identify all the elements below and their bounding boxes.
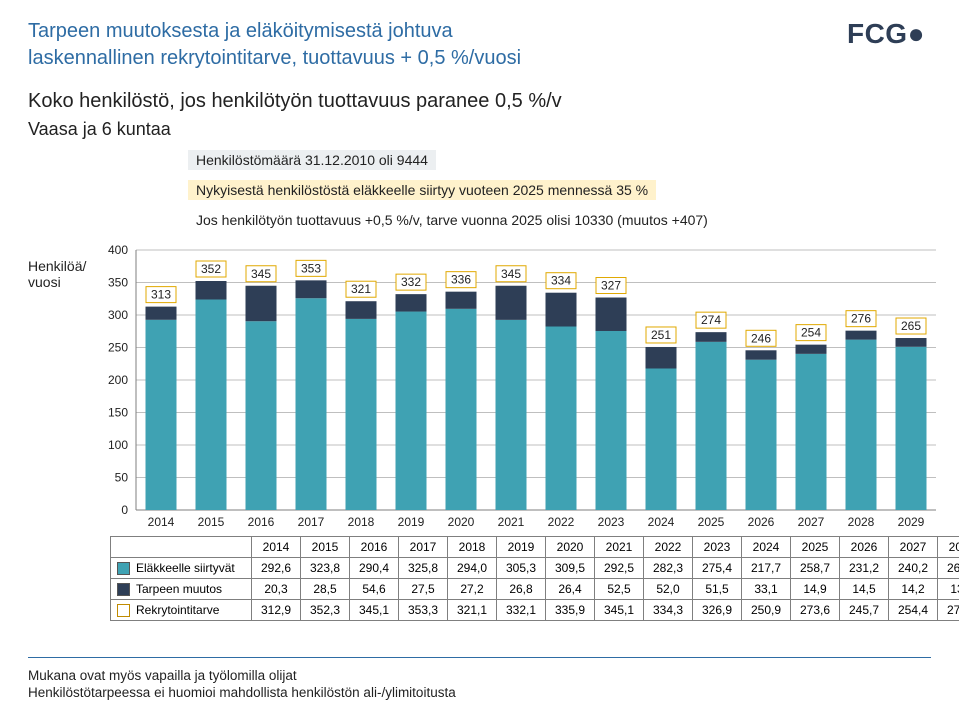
svg-text:2029: 2029 bbox=[898, 515, 925, 529]
svg-text:2028: 2028 bbox=[848, 515, 875, 529]
svg-text:2015: 2015 bbox=[198, 515, 225, 529]
svg-text:251: 251 bbox=[651, 328, 671, 342]
brand-logo: FCG● bbox=[847, 18, 931, 50]
divider bbox=[28, 657, 931, 658]
svg-text:2014: 2014 bbox=[148, 515, 175, 529]
chart-subtitle: Koko henkilöstö, jos henkilötyön tuottav… bbox=[28, 90, 931, 113]
footer-note-1: Mukana ovat myös vapailla ja työlomilla … bbox=[28, 668, 931, 683]
svg-text:300: 300 bbox=[108, 308, 128, 322]
svg-text:276: 276 bbox=[851, 312, 871, 326]
svg-text:265: 265 bbox=[901, 319, 921, 333]
svg-text:254: 254 bbox=[801, 326, 821, 340]
svg-text:321: 321 bbox=[351, 282, 371, 296]
svg-text:2019: 2019 bbox=[398, 515, 425, 529]
svg-text:2025: 2025 bbox=[698, 515, 725, 529]
svg-text:100: 100 bbox=[108, 438, 128, 452]
page-title-line1: Tarpeen muutoksesta ja eläköitymisestä j… bbox=[28, 18, 521, 45]
svg-text:2027: 2027 bbox=[798, 515, 825, 529]
svg-text:50: 50 bbox=[115, 471, 129, 485]
svg-text:332: 332 bbox=[401, 275, 421, 289]
svg-text:345: 345 bbox=[501, 267, 521, 281]
svg-text:2016: 2016 bbox=[248, 515, 275, 529]
svg-text:352: 352 bbox=[201, 262, 221, 276]
svg-text:2022: 2022 bbox=[548, 515, 575, 529]
svg-text:2020: 2020 bbox=[448, 515, 475, 529]
svg-text:350: 350 bbox=[108, 276, 128, 290]
svg-text:0: 0 bbox=[122, 503, 129, 517]
svg-text:2023: 2023 bbox=[598, 515, 625, 529]
svg-text:334: 334 bbox=[551, 274, 571, 288]
note-headcount: Henkilöstömäärä 31.12.2010 oli 9444 bbox=[188, 150, 436, 170]
svg-text:345: 345 bbox=[251, 267, 271, 281]
svg-text:250: 250 bbox=[108, 341, 128, 355]
note-productivity: Jos henkilötyön tuottavuus +0,5 %/v, tar… bbox=[188, 210, 716, 230]
svg-text:2024: 2024 bbox=[648, 515, 675, 529]
chart-subsubtitle: Vaasa ja 6 kuntaa bbox=[28, 119, 931, 140]
bar-chart: 0 50 100 150 200 250 300 350 400 313 2014 352 2015 34… bbox=[86, 240, 946, 536]
svg-text:400: 400 bbox=[108, 243, 128, 257]
svg-text:246: 246 bbox=[751, 331, 771, 345]
y-axis-label: Henkilöä/vuosi bbox=[28, 240, 86, 536]
data-table: 2014201520162017201820192020202120222023… bbox=[110, 536, 959, 621]
svg-text:313: 313 bbox=[151, 288, 171, 302]
svg-text:2021: 2021 bbox=[498, 515, 525, 529]
svg-text:2026: 2026 bbox=[748, 515, 775, 529]
svg-text:327: 327 bbox=[601, 279, 621, 293]
svg-text:2018: 2018 bbox=[348, 515, 375, 529]
svg-text:336: 336 bbox=[451, 273, 471, 287]
svg-text:353: 353 bbox=[301, 261, 321, 275]
page-title-line2: laskennallinen rekrytointitarve, tuottav… bbox=[28, 45, 521, 72]
note-retirement: Nykyisestä henkilöstöstä eläkkeelle siir… bbox=[188, 180, 656, 200]
svg-text:150: 150 bbox=[108, 406, 128, 420]
svg-text:274: 274 bbox=[701, 313, 721, 327]
footer-note-2: Henkilöstötarpeessa ei huomioi mahdollis… bbox=[28, 685, 931, 700]
svg-text:200: 200 bbox=[108, 373, 128, 387]
svg-text:2017: 2017 bbox=[298, 515, 325, 529]
